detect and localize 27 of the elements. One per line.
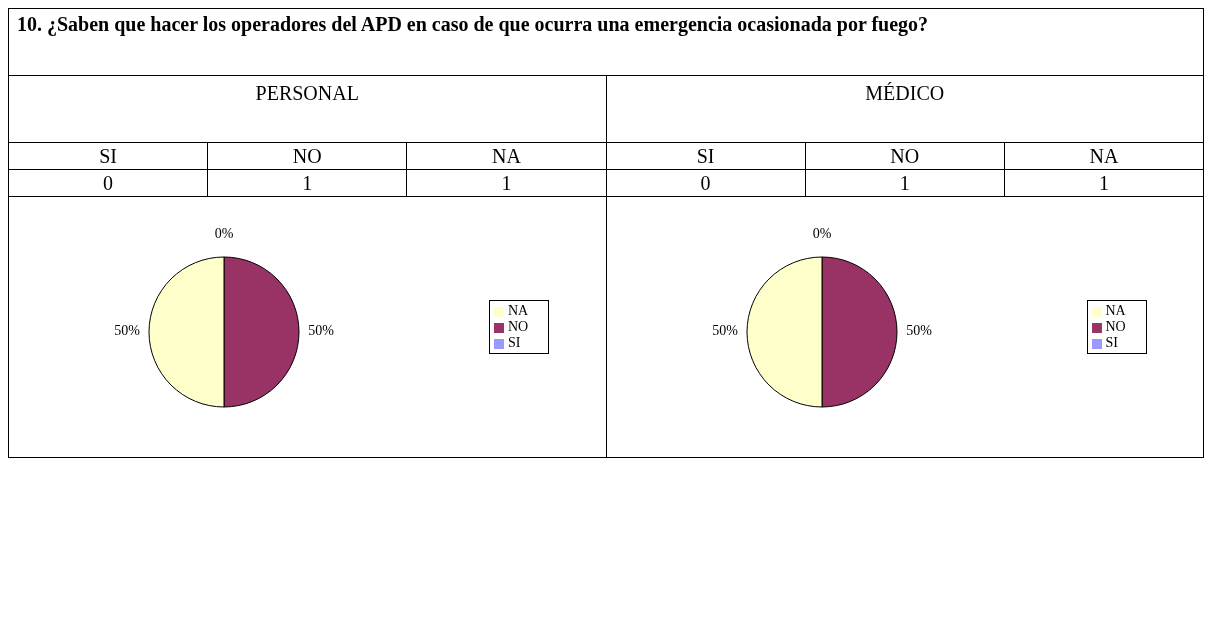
data-label: 1 xyxy=(804,170,1004,196)
data-label: 50% xyxy=(711,323,738,339)
legend-label: NO xyxy=(508,319,529,334)
category-label: SI xyxy=(695,144,716,169)
text: MÉDICO xyxy=(606,76,1203,143)
data-label: 50% xyxy=(308,323,335,339)
data-label: 50% xyxy=(905,323,932,339)
text: 0% xyxy=(812,226,831,242)
category-label: NO xyxy=(804,143,1004,169)
data-label: 1 xyxy=(207,170,407,196)
legend-label: SI xyxy=(508,335,521,350)
text: 10. ¿Saben que hacer los operadores del APD en caso de que ocurra una emergencia ocasionada por fuego? xyxy=(8,8,1204,76)
data-label: 0 xyxy=(699,171,712,196)
legend-label: NO xyxy=(1105,319,1126,334)
data-label: 50% xyxy=(114,323,141,339)
text: 0% xyxy=(214,226,234,242)
legend-label: NA xyxy=(1105,303,1126,318)
category-label: NO xyxy=(207,143,407,169)
category-label: NA xyxy=(1003,143,1204,169)
data-label: 1 xyxy=(406,170,606,196)
data-label: 0 xyxy=(102,171,115,196)
legend-label: NA xyxy=(508,303,529,318)
legend-label: SI xyxy=(1105,335,1118,350)
category-label: NA xyxy=(406,143,606,169)
text: PERSONAL xyxy=(9,76,606,143)
data-label: 1 xyxy=(1003,170,1204,196)
category-label: SI xyxy=(98,144,118,169)
